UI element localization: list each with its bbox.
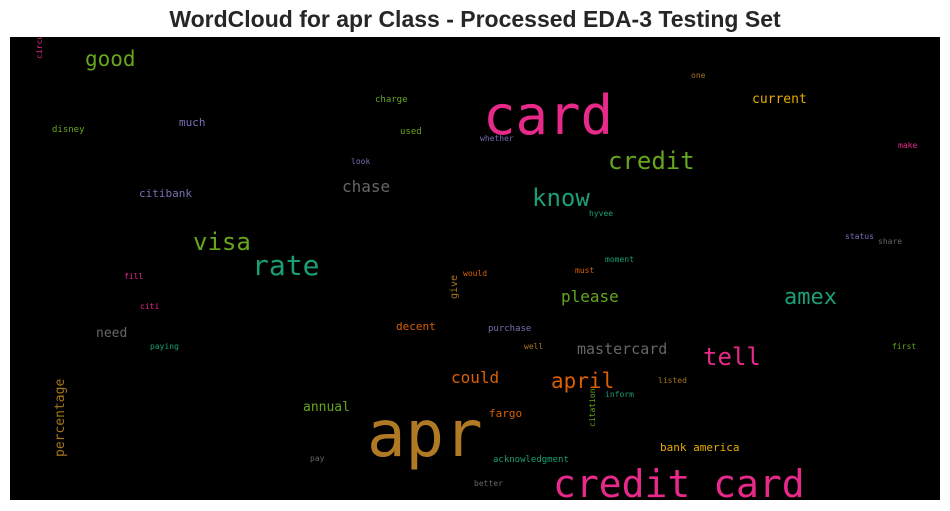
word-amex: amex bbox=[784, 285, 837, 310]
word-charge: charge bbox=[375, 95, 408, 105]
word-fill: fill bbox=[124, 272, 144, 281]
word-decent: decent bbox=[396, 320, 436, 333]
word-better: better bbox=[474, 479, 503, 488]
word-make: make bbox=[898, 141, 918, 150]
chart-title: WordCloud for apr Class - Processed EDA-… bbox=[169, 6, 781, 32]
word-citibank: citibank bbox=[139, 187, 192, 200]
word-disney: disney bbox=[52, 125, 85, 135]
word-apr: apr bbox=[367, 398, 483, 472]
word-used: used bbox=[400, 127, 422, 137]
word-inform: inform bbox=[605, 390, 634, 399]
word-hyvee: hyvee bbox=[589, 209, 614, 218]
word-tell: tell bbox=[703, 343, 761, 371]
word-could: could bbox=[451, 368, 500, 387]
word-bank-america: bank america bbox=[660, 441, 740, 454]
word-purchase: purchase bbox=[488, 324, 532, 334]
word-annual: annual bbox=[303, 400, 350, 415]
word-paying: paying bbox=[150, 342, 179, 351]
word-pay: pay bbox=[310, 454, 325, 463]
word-listed: listed bbox=[658, 376, 687, 385]
word-acknowledgment: acknowledgment bbox=[493, 455, 569, 465]
word-fargo: fargo bbox=[489, 407, 523, 420]
word-one: one bbox=[691, 71, 706, 80]
wordcloud-canvas: apr card credit card credit know rate visa amex… bbox=[10, 37, 940, 500]
word-whether: whether bbox=[480, 134, 514, 143]
word-rate: rate bbox=[252, 249, 320, 282]
word-first: first bbox=[892, 342, 917, 351]
word-credit-card: credit card bbox=[553, 462, 805, 500]
word-citi: citi bbox=[140, 302, 160, 311]
word-april: april bbox=[551, 369, 615, 393]
word-circuit: circuit bbox=[35, 37, 44, 59]
word-moment: moment bbox=[605, 255, 634, 264]
word-credit: credit bbox=[608, 147, 695, 175]
word-look: look bbox=[351, 157, 371, 166]
word-know: know bbox=[532, 184, 590, 212]
word-current: current bbox=[752, 92, 807, 107]
word-citation: citation bbox=[588, 388, 597, 427]
word-please: please bbox=[561, 287, 619, 306]
word-good: good bbox=[85, 47, 136, 71]
word-chase: chase bbox=[342, 177, 391, 196]
word-would: would bbox=[463, 269, 488, 278]
word-well: well bbox=[524, 342, 544, 351]
word-status: status bbox=[845, 232, 874, 241]
word-percentage: percentage bbox=[53, 378, 68, 457]
word-share: share bbox=[878, 237, 903, 246]
word-need: need bbox=[96, 326, 128, 341]
word-visa: visa bbox=[193, 228, 251, 256]
word-must: must bbox=[575, 266, 595, 275]
word-card: card bbox=[483, 84, 614, 147]
word-much: much bbox=[179, 116, 206, 129]
word-mastercard: mastercard bbox=[577, 340, 668, 358]
word-give: give bbox=[449, 274, 460, 299]
